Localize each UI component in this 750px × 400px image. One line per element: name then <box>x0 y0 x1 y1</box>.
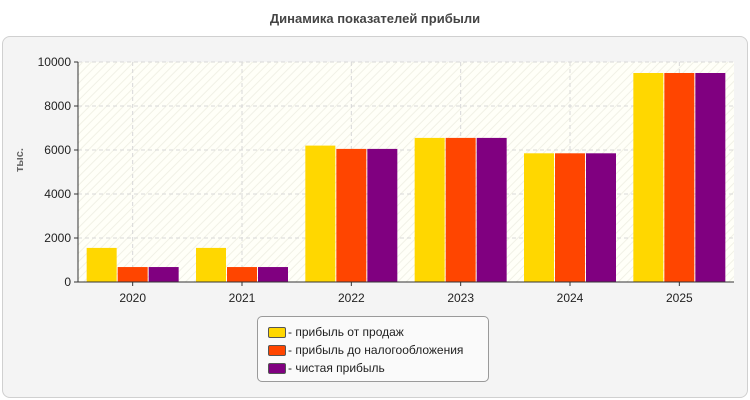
legend-item: - прибыль до налогообложения <box>268 341 488 359</box>
x-tick-label: 2025 <box>666 291 693 305</box>
bar <box>695 73 726 282</box>
plot-area-hatch <box>78 62 734 282</box>
bar <box>227 267 257 282</box>
y-tick-label: 8000 <box>44 99 71 113</box>
legend-swatch <box>268 362 286 374</box>
y-tick-label: 10000 <box>38 55 72 69</box>
bar <box>555 153 585 282</box>
bar <box>476 137 507 282</box>
bar <box>664 73 695 282</box>
legend-swatch <box>268 344 286 356</box>
bar <box>336 148 367 282</box>
legend-label: - чистая прибыль <box>288 361 385 375</box>
x-tick-label: 2023 <box>447 291 474 305</box>
bar <box>414 137 445 282</box>
bar <box>258 267 288 282</box>
legend-swatch <box>268 326 286 338</box>
bar <box>117 267 148 282</box>
y-axis-label: тыс. <box>14 148 26 172</box>
bar <box>367 148 398 282</box>
x-tick-label: 2024 <box>557 291 584 305</box>
bar <box>148 267 179 282</box>
y-tick-label: 0 <box>64 275 71 289</box>
legend-item: - чистая прибыль <box>268 359 488 377</box>
legend-label: - прибыль от продаж <box>288 325 404 339</box>
bar <box>633 73 664 282</box>
bar <box>196 247 226 282</box>
bar <box>305 145 336 282</box>
bar <box>586 153 616 282</box>
bar <box>524 153 554 282</box>
x-tick-label: 2020 <box>119 291 146 305</box>
legend-item: - прибыль от продаж <box>268 323 488 341</box>
x-tick-label: 2021 <box>229 291 256 305</box>
y-tick-label: 2000 <box>44 231 71 245</box>
y-tick-label: 4000 <box>44 187 71 201</box>
chart-title: Динамика показателей прибыли <box>269 11 481 26</box>
y-tick-label: 6000 <box>44 143 71 157</box>
legend: - прибыль от продаж - прибыль до налогооб… <box>257 316 489 382</box>
bar <box>86 247 117 282</box>
bar <box>445 137 476 282</box>
x-tick-label: 2022 <box>338 291 365 305</box>
legend-label: - прибыль до налогообложения <box>288 343 464 357</box>
